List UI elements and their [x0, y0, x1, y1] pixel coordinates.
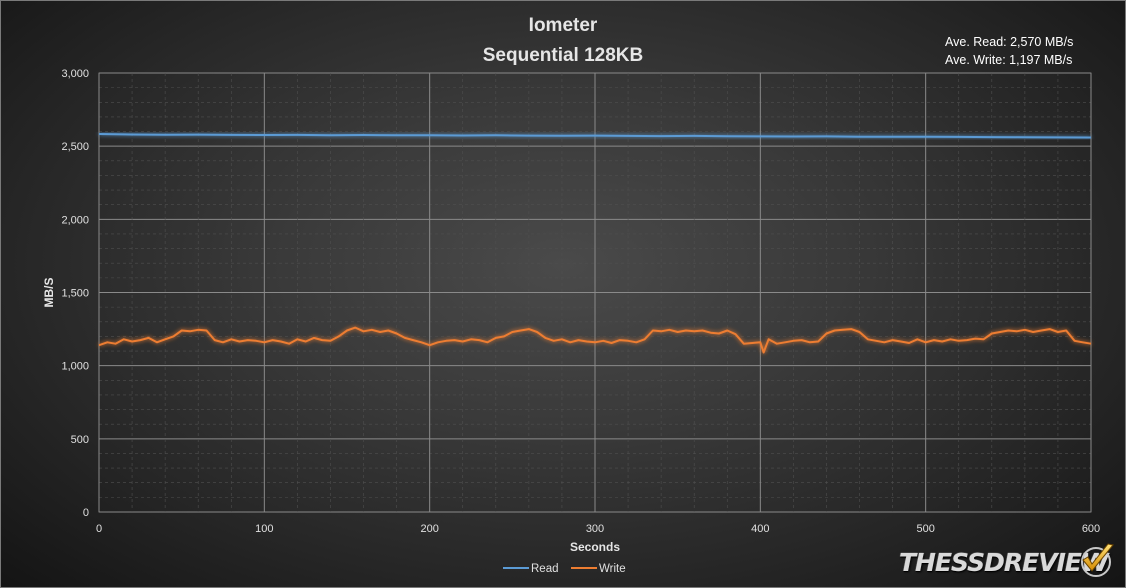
y-tick-label: 1,000: [61, 361, 89, 373]
y-tick-label: 0: [83, 507, 89, 519]
x-tick-label: 100: [255, 523, 273, 535]
x-tick-label: 300: [586, 523, 604, 535]
chart-title: Iometer: [528, 15, 598, 36]
x-tick-label: 500: [916, 523, 934, 535]
series-line-write: [98, 326, 1092, 354]
y-tick-label: 500: [71, 434, 89, 446]
x-tick-label: 400: [751, 523, 769, 535]
legend-label-read: Read: [531, 563, 559, 575]
y-axis-title: MB/S: [42, 278, 56, 308]
x-axis-title: Seconds: [570, 540, 620, 554]
y-tick-label: 1,500: [61, 288, 89, 300]
y-axis-tick-labels: 0 500 1,000 1,500 2,000 2,500 3,000: [61, 68, 89, 519]
y-tick-label: 2,500: [61, 141, 89, 153]
x-tick-label: 600: [1082, 523, 1100, 535]
series-line-read: [98, 133, 1092, 139]
series-lines: [98, 133, 1092, 354]
logo-wordmark: THESSDREVIEW: [899, 548, 1109, 577]
x-tick-label: 200: [420, 523, 438, 535]
legend: Read Write: [503, 563, 626, 575]
checkmark-icon: [1081, 543, 1114, 577]
x-axis-tick-labels: 0 100 200 300 400 500 600: [96, 523, 1100, 535]
x-tick-label: 0: [96, 523, 102, 535]
legend-label-write: Write: [599, 563, 626, 575]
average-read-annotation: Ave. Read: 2,570 MB/s: [945, 35, 1074, 49]
chart-subtitle: Sequential 128KB: [482, 45, 644, 66]
site-logo: THESSDREVIEW: [899, 543, 1119, 580]
y-tick-label: 3,000: [61, 68, 89, 80]
y-tick-label: 2,000: [61, 214, 89, 226]
average-write-annotation: Ave. Write: 1,197 MB/s: [945, 53, 1073, 67]
vertical-gridlines: [98, 73, 1092, 512]
